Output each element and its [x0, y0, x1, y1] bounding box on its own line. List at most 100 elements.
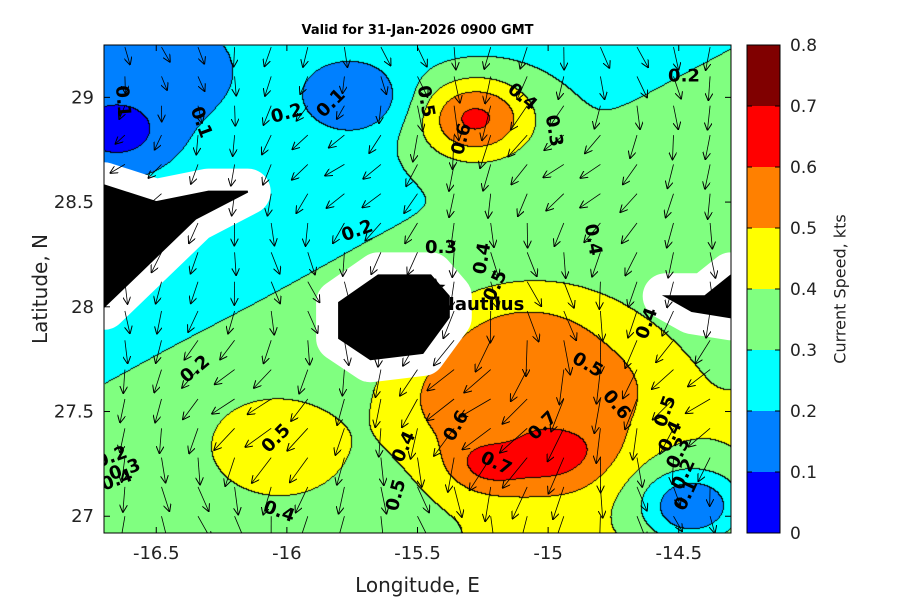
current-vector-45	[503, 457, 528, 488]
current-vector-127	[407, 310, 418, 336]
current-vector-161	[408, 252, 418, 274]
current-vector-288	[706, 47, 710, 70]
current-vector-178	[405, 222, 418, 243]
current-vector-207	[231, 164, 235, 185]
current-vector-118	[696, 340, 711, 363]
contour-label-10: 0.3	[425, 237, 457, 258]
current-vector-138	[191, 281, 199, 304]
current-vector-282	[484, 46, 492, 69]
current-vector-152	[710, 281, 714, 308]
current-vector-121	[188, 310, 199, 332]
current-vector-169	[709, 252, 715, 277]
current-vector-159	[343, 252, 345, 275]
current-vector-191	[268, 193, 272, 216]
current-vector-168	[668, 252, 674, 277]
current-vector-104	[185, 340, 199, 359]
current-vector-97	[559, 369, 563, 405]
colorbar-tick-label-5: 0.5	[790, 219, 817, 239]
current-vector-135	[706, 310, 710, 338]
current-vector-202	[666, 193, 674, 218]
current-vector-206	[191, 164, 199, 183]
current-vector-18	[161, 486, 170, 511]
current-vector-78	[461, 398, 491, 417]
current-vector-265	[485, 76, 492, 103]
colorbar-band-4	[747, 228, 780, 289]
current-vector-220	[705, 164, 711, 188]
current-vector-31	[636, 486, 647, 511]
current-vector-105	[220, 340, 235, 359]
current-vector-43	[448, 457, 455, 492]
y-tick-label-4: 29	[71, 87, 94, 108]
current-vector-199	[546, 193, 565, 211]
y-tick-label-0: 27	[71, 506, 94, 527]
current-vector-94	[427, 369, 455, 391]
colorbar-tick-label-0: 0	[790, 524, 801, 544]
current-vector-253	[674, 105, 679, 129]
location-label: Nautilus	[440, 294, 525, 315]
current-vector-54	[214, 428, 235, 450]
colorbar-band-7	[747, 45, 780, 106]
current-vector-21	[263, 486, 272, 515]
current-vector-117	[656, 340, 674, 362]
current-vector-224	[233, 135, 235, 156]
current-vector-12	[557, 516, 565, 533]
current-vector-165	[564, 252, 566, 278]
current-vector-126	[379, 310, 381, 336]
current-vector-67	[689, 427, 711, 446]
current-vector-106	[264, 340, 272, 363]
current-vector-49	[672, 457, 673, 484]
current-vector-11	[522, 516, 528, 533]
current-vector-150	[628, 281, 638, 307]
current-vector-52	[160, 428, 162, 453]
contour-label-layer: 0.10.1 0.2 0.1 0.50.60.40.30.20.20.3 0.40.50…	[104, 65, 702, 527]
current-vector-88	[215, 369, 235, 385]
current-vector-145	[450, 281, 454, 308]
current-vector-143	[377, 281, 381, 306]
colorbar-band-0	[747, 472, 780, 533]
current-vector-89	[254, 369, 272, 388]
current-vector-260	[300, 76, 309, 94]
y-tick-label-1: 27.5	[54, 402, 94, 423]
current-vector-187	[108, 193, 126, 206]
colorbar-tick-label-4: 0.4	[790, 280, 817, 300]
current-vector-9	[453, 516, 464, 533]
current-vector-68	[120, 398, 125, 422]
current-vector-174	[271, 222, 274, 245]
current-vector-3	[234, 516, 245, 533]
current-vector-142	[344, 281, 350, 305]
current-vector-183	[584, 222, 601, 242]
current-vector-194	[363, 193, 382, 208]
current-vector-233	[544, 134, 565, 150]
current-vector-119	[125, 310, 130, 333]
current-vector-221	[116, 134, 126, 144]
current-vector-242	[264, 105, 272, 125]
current-vector-147	[526, 281, 541, 306]
current-vector-101	[688, 369, 711, 387]
current-vector-267	[558, 76, 565, 99]
current-vector-82	[625, 398, 638, 429]
current-vector-257	[197, 76, 205, 91]
current-vector-247	[453, 105, 459, 140]
current-vector-189	[188, 193, 199, 213]
current-vector-131	[563, 310, 576, 340]
current-vector-263	[417, 76, 428, 97]
current-vector-62	[500, 428, 528, 452]
current-vector-287	[674, 47, 679, 70]
current-vector-63	[548, 428, 565, 461]
current-vector-227	[329, 134, 345, 148]
current-vector-234	[585, 134, 601, 153]
y-tick-label-2: 28	[71, 297, 94, 318]
current-vector-246	[417, 105, 423, 131]
current-vector-156	[235, 252, 237, 275]
current-vector-148	[563, 281, 574, 308]
current-vector-164	[526, 252, 537, 276]
current-vector-223	[196, 135, 198, 154]
current-vector-98	[597, 369, 601, 404]
current-vector-193	[327, 193, 345, 208]
current-vector-128	[443, 310, 455, 338]
current-vector-140	[270, 281, 280, 304]
marker-layer: Nautilus	[426, 277, 525, 315]
current-vector-22	[296, 486, 309, 513]
current-vector-85	[123, 369, 125, 393]
current-vector-255	[125, 76, 126, 92]
